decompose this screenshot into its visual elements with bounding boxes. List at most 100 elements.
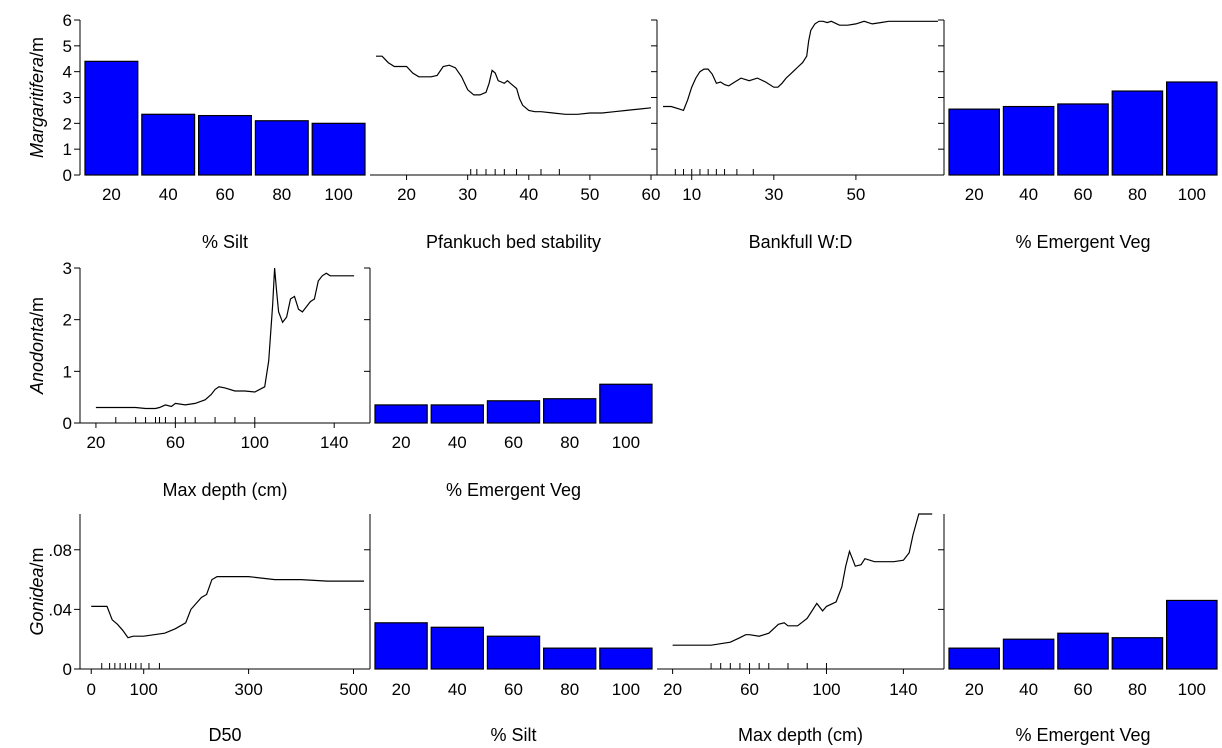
bar: [198, 114, 253, 176]
x-tick-label: 140: [889, 680, 917, 699]
x-axis-title: D50: [208, 725, 241, 745]
x-tick-label: 60: [504, 433, 523, 452]
x-tick-label: 60: [504, 680, 523, 699]
x-tick-label: 30: [458, 185, 477, 204]
y-axis-title-gonidea: Gonidea/m: [27, 547, 47, 635]
x-tick-label: 80: [272, 185, 291, 204]
x-axis-title: Pfankuch bed stability: [426, 232, 601, 252]
x-tick-label: 60: [1074, 680, 1093, 699]
panel-gonidea-2: 20 40 60 80 100 % Silt: [374, 622, 653, 745]
y-tick-label: 0: [63, 660, 72, 679]
x-tick-label: 140: [320, 433, 348, 452]
y-tick-label: .08: [48, 541, 72, 560]
bar: [599, 383, 653, 424]
y-tick-label: 3: [63, 89, 72, 108]
bar: [374, 622, 428, 670]
y-tick-label: 3: [63, 259, 72, 278]
x-tick-label: 30: [764, 185, 783, 204]
x-tick-label: 100: [324, 185, 352, 204]
bar: [311, 122, 366, 176]
x-tick-label: 60: [216, 185, 235, 204]
panel-gonidea-3: 20 60 100 140 Max depth (cm): [657, 513, 945, 745]
series-line: [95, 267, 355, 410]
x-tick-label: 0: [87, 680, 96, 699]
bar: [1165, 81, 1218, 176]
series-line: [663, 20, 938, 112]
y-tick-label: 1: [63, 140, 72, 159]
x-tick-label: 40: [448, 433, 467, 452]
x-tick-label: 100: [1178, 185, 1206, 204]
y-axis-title-anodonta: Anodonta/m: [27, 297, 47, 395]
bar: [948, 108, 1001, 176]
panel-gonidea-1: 0 100 300 500 D50: [80, 514, 371, 745]
y-tick-label: 4: [63, 63, 72, 82]
x-tick-label: 20: [392, 680, 411, 699]
y-tick-label: .04: [48, 600, 72, 619]
y-axis-title-unit: /m: [27, 37, 47, 57]
x-tick-label: 100: [812, 680, 840, 699]
y-tick-label: 0: [63, 414, 72, 433]
bar: [430, 626, 485, 670]
panel-margaritifera-2: 20 30 40 50 60 Pfankuch bed stability: [370, 19, 661, 252]
x-tick-label: 40: [1019, 185, 1038, 204]
bar: [542, 398, 597, 424]
x-tick-label: 80: [1128, 680, 1147, 699]
x-tick-label: 20: [397, 185, 416, 204]
x-tick-label: 40: [519, 185, 538, 204]
bar: [1165, 599, 1218, 670]
panel-gonidea-4: 20 40 60 80 100 % Emergent Veg: [948, 599, 1218, 745]
x-axis-title: Bankfull W:D: [749, 232, 853, 252]
x-tick-label: 60: [740, 680, 759, 699]
x-axis-title: % Silt: [202, 232, 248, 252]
x-tick-label: 100: [130, 680, 158, 699]
x-tick-label: 20: [965, 680, 984, 699]
y-tick-label: 2: [63, 311, 72, 330]
x-tick-label: 20: [663, 680, 682, 699]
y-tick-label: 5: [63, 37, 72, 56]
x-tick-label: 60: [166, 433, 185, 452]
x-tick-label: 40: [1019, 680, 1038, 699]
series-line: [91, 575, 364, 639]
bar: [1002, 105, 1055, 176]
bar: [486, 400, 541, 424]
x-axis-title: Max depth (cm): [162, 480, 287, 500]
x-tick-label: 60: [1074, 185, 1093, 204]
x-tick-label: 100: [612, 680, 640, 699]
y-axis-title-genus: Margaritifera: [27, 57, 47, 158]
x-tick-label: 40: [159, 185, 178, 204]
bar: [430, 404, 485, 424]
x-tick-label: 60: [642, 185, 661, 204]
panel-margaritifera-3: 10 30 50 Bankfull W:D: [657, 19, 945, 252]
x-tick-label: 80: [1128, 185, 1147, 204]
bar: [141, 113, 196, 176]
y-axis-title-genus: Anodonta: [27, 317, 47, 395]
x-tick-label: 40: [448, 680, 467, 699]
x-tick-label: 100: [1178, 680, 1206, 699]
x-tick-label: 20: [392, 433, 411, 452]
panel-margaritifera-1: 20 40 60 80 100 % Silt: [84, 60, 366, 252]
bar: [948, 647, 1001, 670]
bar: [1111, 90, 1164, 176]
y-axis-title-margaritifera: Margaritifera/m: [27, 37, 47, 158]
y-tick-label: 6: [63, 11, 72, 30]
x-tick-label: 50: [580, 185, 599, 204]
panel-anodonta-1: 20 60 100 140 Max depth (cm): [80, 267, 371, 500]
bar: [486, 635, 541, 670]
x-tick-label: 500: [339, 680, 367, 699]
x-axis-title: % Emergent Veg: [1015, 232, 1150, 252]
bar: [599, 647, 653, 670]
bar: [1057, 632, 1109, 670]
x-tick-label: 300: [234, 680, 262, 699]
x-axis-title: % Emergent Veg: [1015, 725, 1150, 745]
x-axis-title: % Silt: [490, 725, 536, 745]
panel-margaritifera-4: 20 40 60 80 100 % Emergent Veg: [948, 81, 1218, 252]
bar: [374, 404, 428, 424]
panel-anodonta-2: 20 40 60 80 100 % Emergent Veg: [374, 383, 653, 500]
bar: [1111, 637, 1164, 670]
x-tick-label: 20: [86, 433, 105, 452]
x-tick-label: 20: [965, 185, 984, 204]
y-axis-title-genus: Gonidea: [27, 567, 47, 635]
x-tick-label: 10: [682, 185, 701, 204]
x-tick-label: 100: [241, 433, 269, 452]
